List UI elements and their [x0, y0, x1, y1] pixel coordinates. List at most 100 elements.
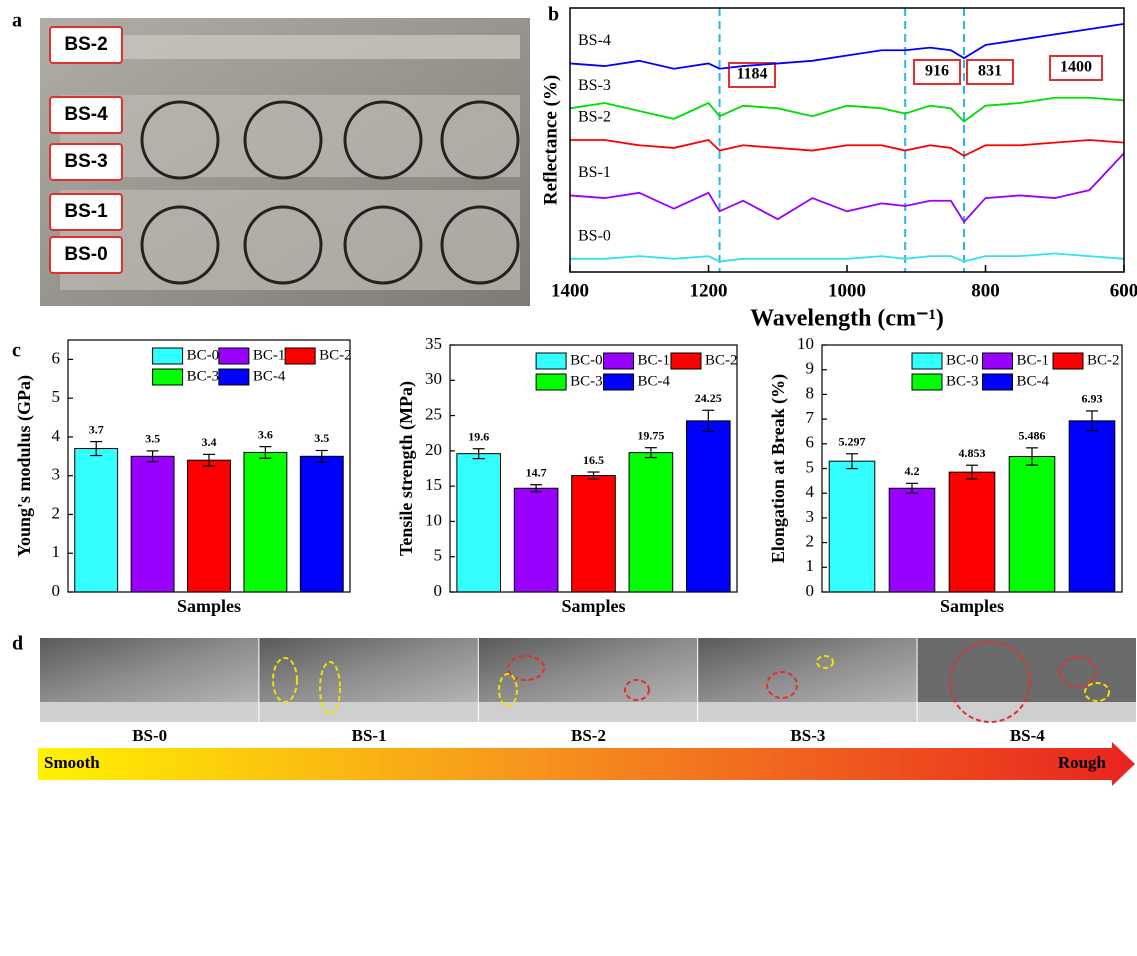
legend-swatch [604, 353, 634, 369]
sem-info-bar [918, 702, 1136, 722]
panel-label: d [12, 633, 23, 655]
x-tick-label: 1000 [828, 280, 866, 301]
sem-info-bar [40, 702, 258, 722]
data-label: 3.5 [145, 432, 160, 446]
specimen [60, 190, 520, 290]
legend-swatch [153, 348, 183, 364]
legend-swatch [912, 353, 942, 369]
y-tick-label: 4 [52, 426, 61, 445]
bar [629, 453, 673, 592]
y-tick-label: 15 [425, 475, 442, 494]
y-tick-label: 1 [52, 542, 61, 561]
x-axis-title: Samples [940, 596, 1004, 616]
sem-label: BS-0 [132, 726, 167, 745]
sem-image [40, 638, 258, 702]
panel-label: a [12, 10, 22, 32]
y-tick-label: 20 [425, 440, 442, 459]
legend-label: BC-2 [319, 347, 352, 363]
data-label: 3.7 [89, 422, 104, 436]
sem-label: BS-2 [571, 726, 606, 745]
series-label: BS-0 [578, 227, 611, 244]
legend-swatch [1053, 353, 1083, 369]
y-tick-label: 10 [425, 510, 442, 529]
legend-label: BC-0 [946, 352, 979, 368]
scale-start: Smooth [44, 753, 100, 772]
y-tick-label: 35 [425, 334, 442, 353]
sem-image [698, 638, 916, 702]
data-label: 19.75 [637, 428, 664, 442]
spectrum-line [570, 140, 1124, 156]
spectrum-line [570, 24, 1124, 69]
plot-frame [570, 8, 1124, 272]
photo-label: BS-0 [64, 244, 107, 265]
legend-label: BC-2 [1087, 352, 1120, 368]
x-axis-title: Samples [177, 596, 241, 616]
legend-label: BC-1 [1017, 352, 1050, 368]
data-label: 4.853 [959, 446, 986, 460]
peak-label: 1400 [1060, 59, 1092, 76]
legend-label: BC-3 [187, 368, 220, 384]
bar [889, 488, 935, 592]
y-tick-label: 5 [806, 457, 815, 476]
photo-label: BS-4 [64, 104, 108, 125]
legend-swatch [153, 369, 183, 385]
peak-label: 1184 [736, 66, 767, 83]
sem-image [479, 638, 697, 702]
legend-label: BC-4 [253, 368, 286, 384]
y-tick-label: 2 [52, 503, 61, 522]
legend-label: BC-0 [570, 352, 603, 368]
spectrum-line [570, 153, 1124, 222]
legend-label: BC-1 [638, 352, 671, 368]
legend-label: BC-1 [253, 347, 286, 363]
gradient-arrow [38, 742, 1135, 786]
series-label: BS-2 [578, 109, 611, 126]
y-tick-label: 8 [806, 383, 815, 402]
series-label: BS-3 [578, 77, 611, 94]
legend-swatch [219, 348, 249, 364]
bar [1069, 421, 1115, 592]
y-tick-label: 6 [52, 348, 61, 367]
sem-label: BS-3 [790, 726, 825, 745]
legend-swatch [912, 374, 942, 390]
specimen [60, 35, 520, 59]
legend-swatch [983, 353, 1013, 369]
photo-label: BS-3 [64, 151, 107, 172]
x-tick-label: 1400 [551, 280, 589, 301]
data-label: 24.25 [695, 391, 722, 405]
bar [572, 476, 616, 592]
y-tick-label: 0 [434, 581, 443, 600]
data-label: 19.6 [468, 429, 489, 443]
y-tick-label: 2 [806, 532, 815, 551]
spectrum-line [570, 254, 1124, 262]
data-label: 14.7 [526, 465, 547, 479]
sem-image [259, 638, 477, 702]
peak-label: 831 [978, 63, 1002, 80]
legend-swatch [536, 374, 566, 390]
data-label: 4.2 [905, 464, 920, 478]
bar [188, 460, 231, 592]
bar [514, 488, 558, 592]
legend-label: BC-2 [705, 352, 738, 368]
sem-label: BS-1 [352, 726, 387, 745]
legend-swatch [536, 353, 566, 369]
y-axis-title: Elongation at Break (%) [768, 374, 789, 563]
y-tick-label: 1 [806, 556, 815, 575]
panel-label: c [12, 340, 21, 362]
bar [244, 452, 287, 592]
page: {"panel_labels": ["a", "b", "c", "d"], "… [0, 0, 1137, 956]
sem-info-bar [259, 702, 477, 722]
x-tick-label: 600 [1110, 280, 1137, 301]
y-tick-label: 9 [806, 359, 815, 378]
bar [457, 454, 501, 592]
x-tick-label: 1200 [690, 280, 728, 301]
bar [949, 472, 995, 592]
panel-label: b [548, 4, 559, 26]
y-axis-title: Tensile strength (MPa) [396, 381, 417, 556]
y-tick-label: 7 [806, 408, 815, 427]
legend-label: BC-0 [187, 347, 220, 363]
legend-swatch [671, 353, 701, 369]
x-tick-label: 800 [971, 280, 1000, 301]
sem-info-bar [698, 702, 916, 722]
photo-label: BS-2 [64, 34, 107, 55]
spectrum-line [570, 98, 1124, 122]
